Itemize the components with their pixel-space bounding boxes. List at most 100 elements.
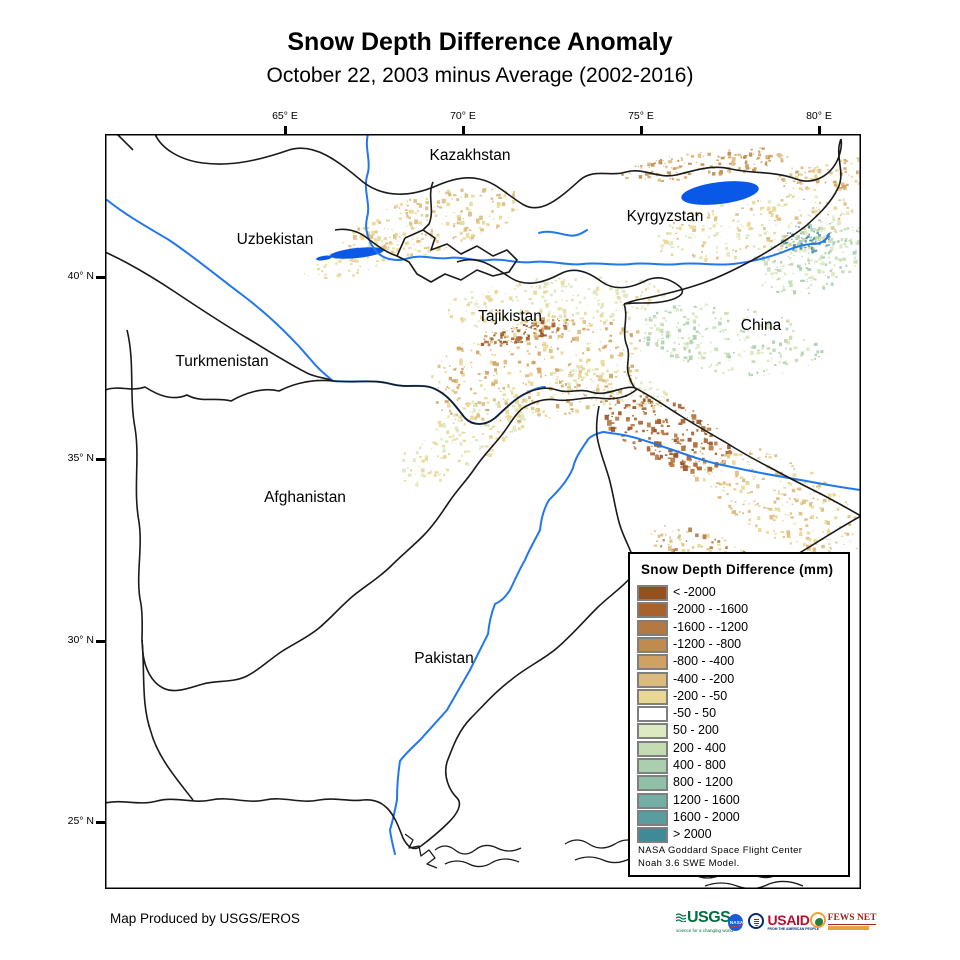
- anomaly-speckle: [677, 536, 680, 539]
- anomaly-speckle: [492, 361, 496, 366]
- anomaly-speckle: [461, 368, 464, 371]
- river-indus: [388, 430, 861, 855]
- anomaly-speckle: [753, 163, 755, 165]
- anomaly-speckle: [605, 282, 608, 284]
- anomaly-speckle: [578, 377, 580, 380]
- anomaly-speckle: [774, 515, 778, 519]
- anomaly-speckle: [525, 340, 528, 343]
- anomaly-speckle: [342, 241, 344, 244]
- anomaly-speckle: [811, 210, 815, 214]
- anomaly-speckle: [674, 354, 679, 359]
- anomaly-speckle: [648, 381, 652, 384]
- anomaly-speckle: [823, 240, 827, 244]
- anomaly-speckle: [765, 452, 768, 455]
- anomaly-speckle: [789, 482, 792, 486]
- anomaly-speckle: [472, 342, 475, 344]
- anomaly-speckle: [730, 500, 733, 502]
- anomaly-speckle: [677, 246, 680, 248]
- anomaly-speckle: [498, 318, 502, 320]
- anomaly-speckle: [749, 167, 751, 169]
- anomaly-speckle: [842, 257, 846, 261]
- anomaly-speckle: [450, 427, 452, 428]
- anomaly-speckle: [807, 252, 810, 254]
- anomaly-speckle: [829, 497, 831, 499]
- anomaly-speckle: [616, 392, 619, 396]
- anomaly-speckle: [748, 502, 750, 505]
- anomaly-speckle: [857, 226, 861, 230]
- anomaly-speckle: [458, 415, 463, 419]
- anomaly-speckle: [538, 334, 543, 338]
- usgs-logo: USGS science for a changing world: [676, 908, 733, 936]
- anomaly-speckle: [817, 168, 822, 174]
- anomaly-speckle: [751, 360, 756, 363]
- anomaly-speckle: [559, 379, 561, 382]
- anomaly-speckle: [484, 376, 487, 379]
- anomaly-speckle: [449, 303, 451, 305]
- anomaly-speckle: [504, 336, 506, 339]
- anomaly-speckle: [816, 229, 820, 231]
- anomaly-speckle: [491, 337, 493, 340]
- anomaly-speckle: [479, 426, 481, 427]
- anomaly-speckle: [548, 312, 551, 315]
- anomaly-speckle: [710, 364, 712, 366]
- anomaly-speckle: [629, 333, 633, 337]
- anomaly-speckle: [582, 327, 586, 331]
- map-graphic: [105, 134, 861, 889]
- legend-class-label: 200 - 400: [673, 740, 726, 755]
- anomaly-speckle: [644, 403, 647, 405]
- anomaly-speckle: [427, 201, 429, 203]
- anomaly-speckle: [817, 483, 822, 488]
- anomaly-speckle: [795, 237, 799, 240]
- anomaly-speckle: [507, 398, 509, 400]
- anomaly-speckle: [555, 377, 559, 381]
- anomaly-speckle: [463, 423, 466, 426]
- anomaly-speckle: [707, 153, 709, 155]
- anomaly-speckle: [827, 493, 832, 497]
- anomaly-speckle: [843, 243, 846, 246]
- anomaly-speckle: [661, 337, 664, 339]
- anomaly-speckle: [702, 462, 706, 465]
- anomaly-speckle: [745, 237, 749, 239]
- anomaly-speckle: [477, 320, 480, 323]
- anomaly-speckle: [556, 410, 558, 412]
- anomaly-speckle: [808, 262, 811, 265]
- anomaly-speckle: [412, 458, 417, 463]
- anomaly-speckle: [666, 425, 670, 427]
- legend-row: -1600 - -1200: [637, 619, 845, 636]
- anomaly-speckle: [543, 283, 546, 286]
- anomaly-speckle: [834, 494, 836, 496]
- anomaly-speckle: [821, 285, 825, 289]
- anomaly-speckle: [451, 440, 453, 442]
- anomaly-speckle: [560, 307, 564, 309]
- anomaly-speckle: [726, 252, 730, 257]
- anomaly-speckle: [448, 192, 451, 195]
- anomaly-speckle: [593, 289, 598, 295]
- anomaly-speckle: [491, 449, 494, 452]
- anomaly-speckle: [558, 277, 561, 280]
- anomaly-speckle: [728, 504, 732, 508]
- anomaly-speckle: [771, 206, 776, 210]
- anomaly-speckle: [394, 238, 397, 241]
- anomaly-speckle: [704, 258, 708, 262]
- lakes: [316, 181, 759, 261]
- anomaly-speckle: [457, 216, 462, 221]
- anomaly-speckle: [511, 207, 514, 211]
- anomaly-speckle: [690, 155, 695, 158]
- anomaly-speckle: [359, 265, 362, 268]
- anomaly-speckle: [728, 451, 733, 455]
- border-kyrgyz-south: [456, 258, 684, 305]
- anomaly-speckle: [672, 530, 674, 532]
- anomaly-speckle: [471, 312, 475, 315]
- anomaly-speckle: [452, 413, 456, 417]
- anomaly-speckle: [558, 278, 560, 279]
- anomaly-speckle: [797, 264, 801, 268]
- anomaly-speckle: [483, 302, 487, 306]
- anomaly-speckle: [626, 311, 629, 314]
- anomaly-speckle: [619, 301, 623, 303]
- anomaly-speckle: [474, 402, 478, 406]
- anomaly-speckle: [738, 453, 742, 456]
- anomaly-speckle: [518, 427, 521, 431]
- anomaly-speckle: [651, 170, 654, 173]
- anomaly-speckle: [497, 401, 500, 404]
- anomaly-speckle: [437, 474, 440, 476]
